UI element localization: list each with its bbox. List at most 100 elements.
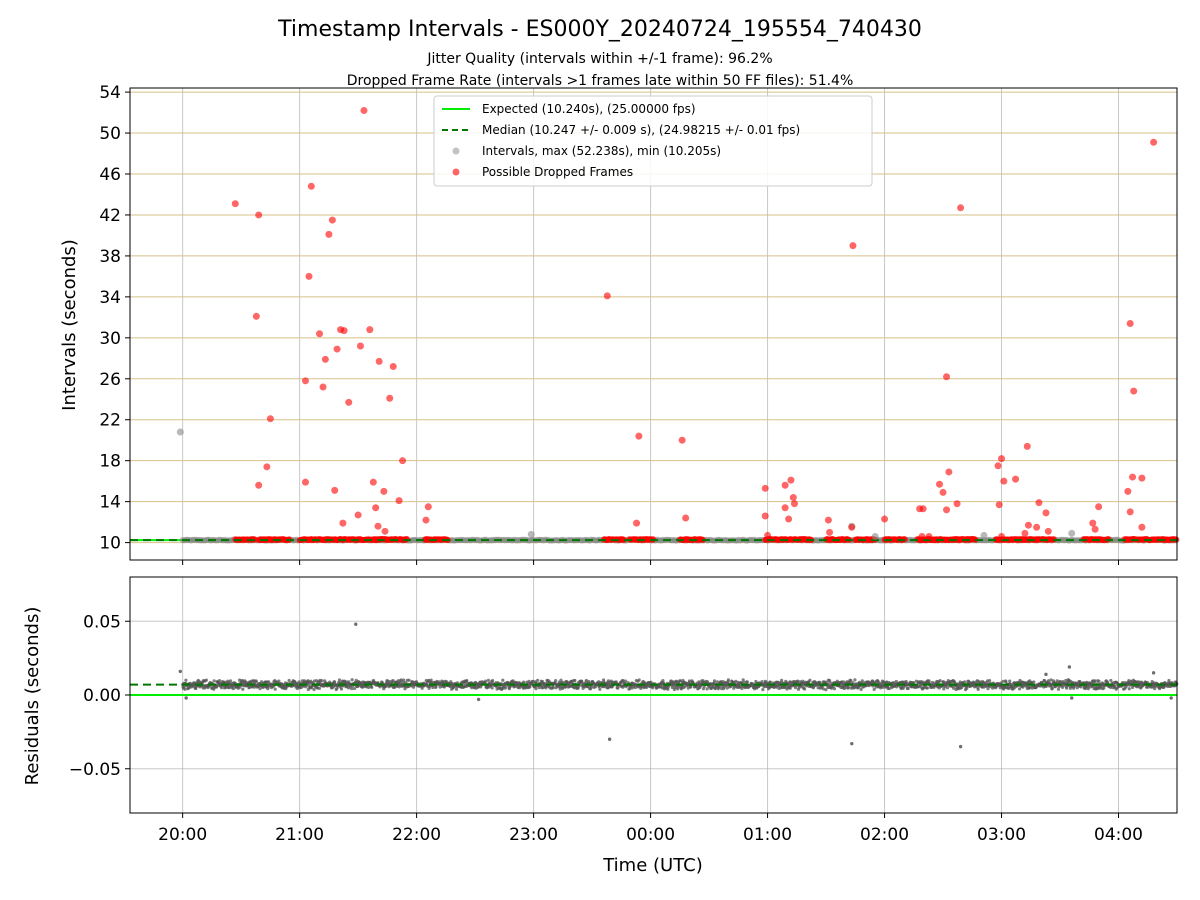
x-tick-label: 23:00 — [509, 825, 558, 845]
residual-point — [241, 687, 245, 691]
dropped-frame-point — [1000, 477, 1008, 485]
dropped-frame-point — [957, 204, 965, 212]
residual-point — [1032, 680, 1036, 684]
residual-point — [965, 686, 969, 690]
intervals-panel: 10 14 18 22 26 30 34 38 42 46 50 54 — [99, 83, 1180, 565]
dropped-frame-point — [1138, 474, 1146, 482]
dropped-frame-point — [682, 514, 690, 522]
dropped-frame-point — [424, 503, 432, 511]
residual-point — [1093, 679, 1097, 683]
residual-point — [541, 686, 545, 690]
residual-point — [689, 685, 693, 689]
residual-point — [1056, 687, 1061, 691]
dropped-frame-point — [918, 532, 926, 540]
residual-point — [580, 679, 584, 684]
residual-point — [1167, 678, 1171, 683]
residual-point — [534, 687, 538, 691]
dropped-frame-point — [1021, 529, 1029, 537]
dropped-frame-point — [366, 326, 374, 334]
dropped-frame-point — [781, 481, 789, 489]
residual-point — [637, 678, 641, 682]
residual-point — [501, 678, 505, 682]
residual-point — [402, 678, 406, 682]
residuals-axes-frame — [129, 576, 1178, 814]
x-tick-label: 00:00 — [626, 825, 675, 845]
residual-point — [231, 687, 236, 691]
residual-point — [465, 679, 469, 683]
dropped-frame-point — [764, 531, 772, 539]
residual-point — [849, 679, 853, 683]
residual-point — [788, 686, 792, 690]
x-tick-label: 04:00 — [1094, 825, 1143, 845]
residual-point — [712, 679, 717, 683]
residual-point — [945, 686, 950, 690]
dropped-frame-point — [635, 432, 643, 440]
legend-marker-swatch — [452, 147, 460, 155]
residual-point — [1127, 687, 1131, 691]
residual-point — [1008, 679, 1012, 683]
dropped-frame-point — [925, 532, 933, 540]
dropped-frame-point — [375, 357, 383, 365]
residual-point — [853, 678, 857, 682]
residual-point — [212, 679, 216, 683]
dropped-frame-point — [781, 504, 789, 512]
residual-point — [1004, 680, 1008, 684]
dropped-frame-point — [307, 182, 315, 190]
legend: Expected (10.240s), (25.00000 fps) Median… — [433, 95, 873, 187]
residual-point — [312, 687, 316, 692]
residual-point — [554, 678, 558, 683]
dropped-frame-point — [321, 355, 329, 363]
residual-point — [760, 680, 764, 684]
residual-point — [1044, 672, 1048, 677]
residual-point — [277, 679, 281, 683]
dropped-frame-point — [1126, 508, 1134, 516]
x-tick-label: 02:00 — [860, 825, 909, 845]
dropped-frame-point — [255, 481, 263, 489]
dropped-frame-point — [339, 519, 347, 527]
residual-point — [350, 678, 354, 682]
residual-point — [725, 686, 729, 690]
dropped-frame-point — [1150, 138, 1158, 146]
residual-point — [1151, 671, 1156, 675]
dropped-frame-point — [372, 504, 380, 512]
residual-point — [976, 687, 980, 692]
residual-point — [184, 696, 188, 700]
residual-point — [872, 687, 876, 691]
legend-box — [433, 95, 873, 187]
dropped-frame-point — [301, 478, 309, 486]
dropped-frame-point — [994, 462, 1002, 470]
residual-point — [228, 679, 233, 683]
y-tick-label: 26 — [99, 370, 121, 390]
dropped-frame-point — [936, 480, 944, 488]
residual-point — [573, 678, 577, 683]
y-tick-label: 38 — [99, 247, 121, 267]
residual-point — [959, 686, 963, 690]
residual-point — [184, 678, 188, 682]
residual-point — [911, 680, 916, 685]
y-tick-label: 54 — [99, 83, 121, 103]
y-tick-label: 46 — [99, 165, 121, 185]
dropped-frame-point — [399, 457, 407, 465]
residual-point — [484, 679, 488, 683]
y-tick-label: 18 — [99, 452, 121, 472]
residual-point — [624, 679, 628, 683]
residual-point — [938, 678, 942, 683]
residual-point — [339, 687, 344, 691]
x-axis-label: Time (UTC) — [602, 855, 703, 876]
dropped-frame-point — [995, 501, 1003, 509]
dropped-frame-point — [785, 515, 793, 523]
residual-point — [508, 685, 512, 689]
dropped-frame-point — [945, 468, 953, 476]
residual-point — [590, 685, 594, 689]
residual-point — [1097, 679, 1101, 683]
residual-point — [780, 678, 784, 682]
residual-point — [337, 678, 342, 682]
residual-point — [584, 678, 588, 683]
dropped-frame-point — [305, 272, 313, 280]
residual-point — [683, 684, 687, 689]
residual-point — [958, 744, 963, 749]
dropped-frame-point — [395, 497, 403, 505]
y-tick-label: 22 — [99, 411, 121, 431]
dropped-frame-point — [678, 436, 686, 444]
